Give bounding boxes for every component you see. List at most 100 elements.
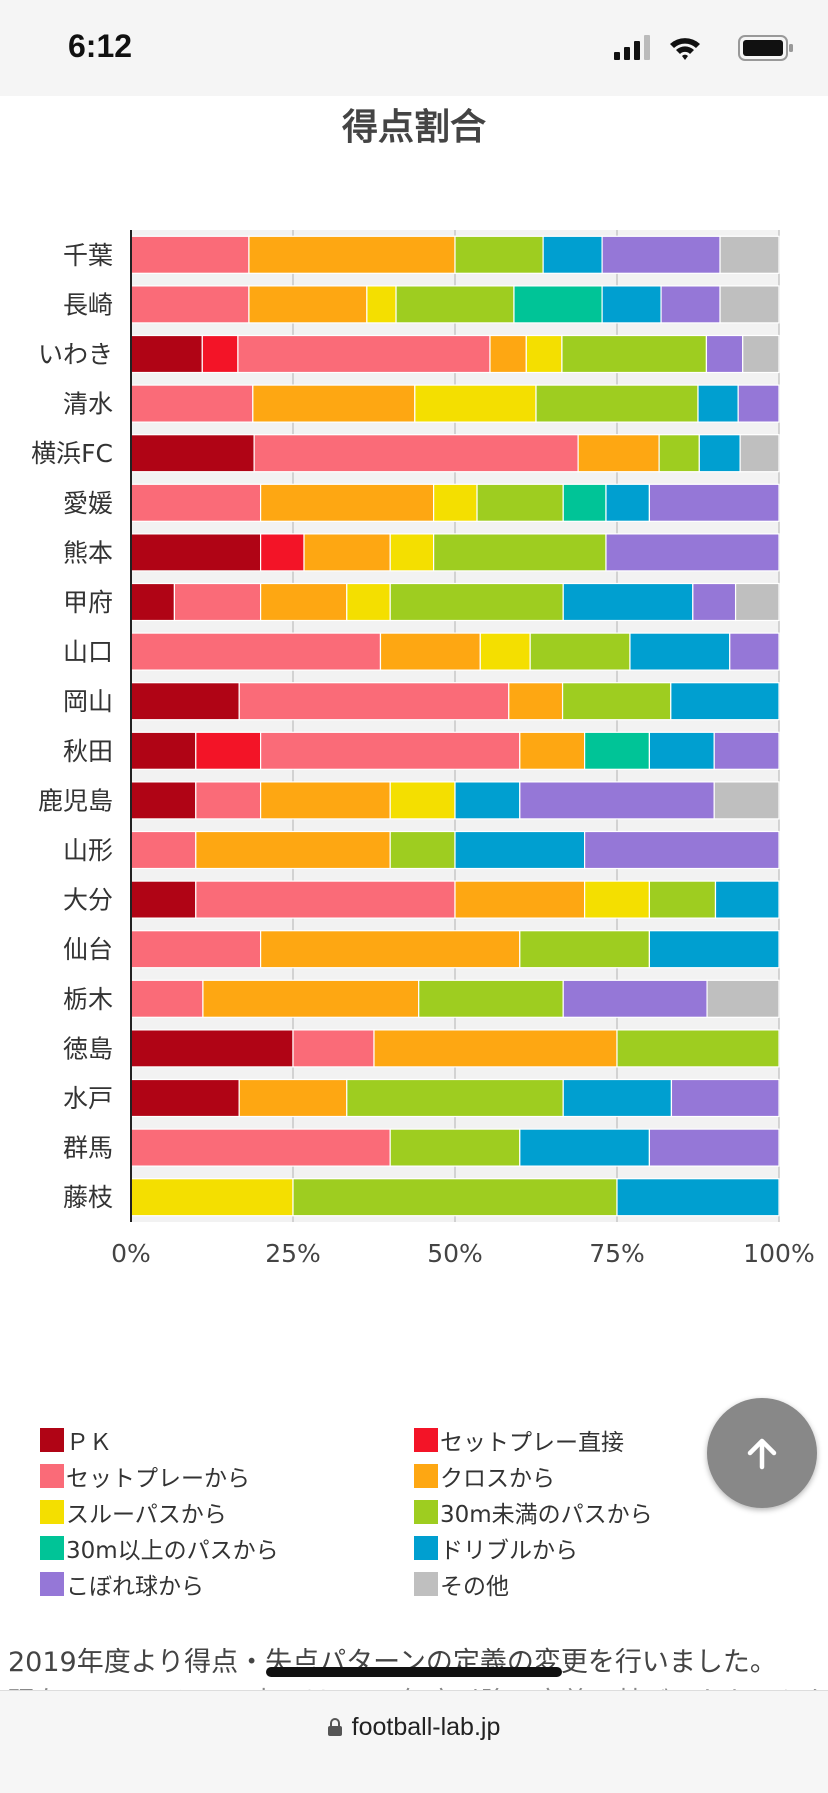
bar-segment (542, 235, 603, 274)
battery-icon (738, 35, 793, 61)
bar-segment (729, 632, 780, 671)
bar-segment (303, 533, 391, 572)
x-tick-label: 75% (589, 1239, 645, 1268)
bar-segment (248, 285, 368, 324)
category-label: 横浜FC (31, 439, 113, 468)
bar-segment (583, 731, 650, 770)
bar-segment (719, 285, 780, 324)
bar-segment (395, 285, 515, 324)
status-bar: 6:12 (0, 0, 828, 96)
url-display[interactable]: football-lab.jp (0, 1713, 828, 1742)
bar-segment (130, 632, 382, 671)
bar-segment (706, 979, 780, 1018)
bar-segment (433, 533, 607, 572)
bar-segment (366, 285, 397, 324)
bar-segment (292, 1029, 375, 1068)
legend-swatch (40, 1428, 64, 1452)
bar-segment (454, 235, 544, 274)
legend-item: セットプレー直接 (414, 1425, 624, 1456)
browser-url-bar[interactable]: football-lab.jp (0, 1690, 828, 1793)
bar-segment (130, 235, 250, 274)
bar-segment (454, 781, 521, 820)
bar-segment (130, 979, 204, 1018)
bar-segment (260, 582, 348, 622)
bar-segment (692, 582, 737, 622)
bar-segment (173, 582, 262, 622)
bar-segment (489, 334, 527, 374)
legend-item: 30m以上のパスから (40, 1533, 279, 1564)
legend-item: ドリブルから (414, 1533, 578, 1564)
bar-segment (130, 731, 197, 770)
bar-segment (660, 285, 721, 324)
legend-label: ドリブルから (440, 1538, 578, 1564)
cellular-signal-icon (614, 35, 650, 60)
arrow-up-icon (747, 1438, 777, 1470)
category-label: 徳島 (63, 1034, 113, 1063)
legend-item: 30m未満のパスから (414, 1497, 653, 1528)
bar-segment (130, 582, 176, 622)
bar-segment (260, 483, 435, 522)
bar-segment (454, 880, 586, 919)
bar-segment (705, 334, 744, 374)
legend-swatch (414, 1428, 438, 1452)
legend-swatch (414, 1464, 438, 1488)
bar-segment (292, 1178, 618, 1217)
category-label: 熊本 (63, 538, 113, 567)
bar-segment (737, 384, 780, 423)
bar-segment (648, 930, 780, 969)
bar-segment (713, 731, 780, 770)
legend-swatch (40, 1500, 64, 1524)
bar-segment (648, 1128, 780, 1167)
bar-segment (130, 682, 240, 721)
legend-item: クロスから (414, 1461, 555, 1492)
bar-segment (130, 781, 197, 820)
legend-label: セットプレー直接 (440, 1430, 624, 1456)
scroll-to-top-button[interactable] (707, 1398, 817, 1508)
bar-segment (202, 979, 420, 1018)
bar-segment (130, 533, 262, 572)
legend-swatch (40, 1464, 64, 1488)
bar-segment (195, 830, 391, 870)
bar-segment (252, 384, 416, 423)
bar-segment (742, 334, 780, 374)
url-text: football-lab.jp (351, 1713, 501, 1741)
bar-segment (346, 582, 391, 622)
bar-segment (260, 781, 391, 820)
category-label: 群馬 (63, 1134, 113, 1163)
category-label: 愛媛 (63, 489, 113, 518)
bar-segment (616, 1178, 780, 1217)
bar-segment (519, 781, 715, 820)
bar-segment (561, 682, 672, 721)
category-label: 仙台 (63, 935, 113, 964)
legend-label: こぼれ球から (66, 1574, 204, 1600)
bar-segment (734, 582, 780, 622)
bar-segment (739, 434, 780, 473)
legend-label: ＰＫ (66, 1430, 112, 1456)
bar-segment (433, 483, 478, 522)
legend-swatch (414, 1500, 438, 1524)
bar-segment (418, 979, 564, 1018)
bar-segment (130, 1128, 391, 1167)
bar-segment (238, 682, 510, 721)
bar-segment (260, 930, 521, 969)
bar-segment (605, 483, 651, 522)
category-label: 秋田 (63, 737, 113, 766)
bar-segment (648, 483, 780, 522)
legend-swatch (40, 1572, 64, 1596)
legend-label: その他 (440, 1574, 509, 1600)
bar-segment (601, 285, 662, 324)
bar-segment (601, 235, 721, 274)
category-label: 鹿児島 (38, 786, 113, 815)
bar-segment (519, 1128, 650, 1167)
x-tick-label: 25% (265, 1239, 321, 1268)
category-label: 清水 (63, 390, 113, 419)
legend-label: クロスから (440, 1466, 555, 1492)
bar-segment (476, 483, 564, 522)
bar-segment (130, 1078, 240, 1118)
bar-segment (130, 434, 255, 473)
bar-segment (253, 434, 579, 473)
legend-swatch (414, 1572, 438, 1596)
bar-segment (513, 285, 603, 324)
bar-segment (260, 731, 521, 770)
bar-segment (583, 830, 780, 870)
